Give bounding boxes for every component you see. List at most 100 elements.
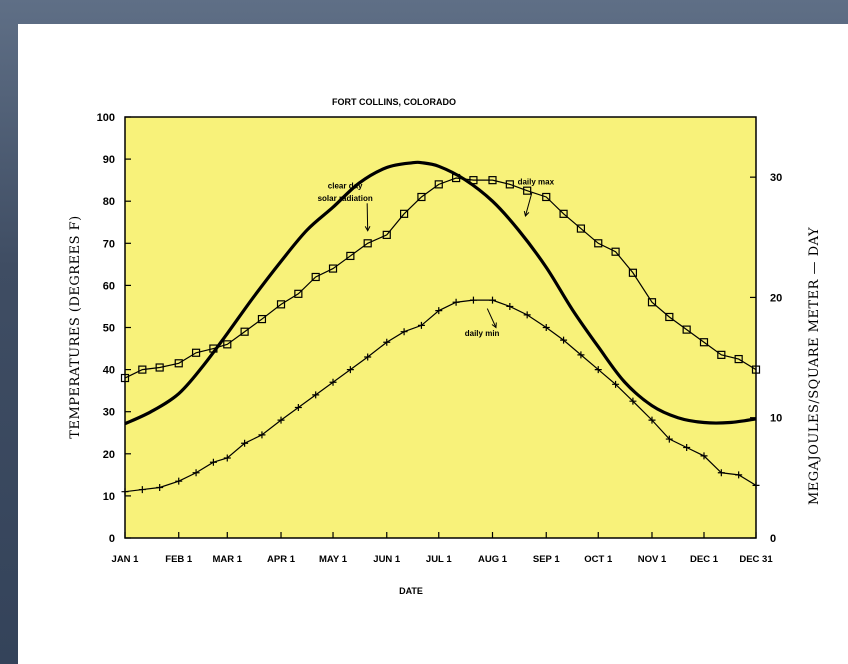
y-tick-label: 10 bbox=[103, 491, 115, 503]
daily-min-point bbox=[506, 302, 514, 310]
daily-max-point bbox=[417, 192, 426, 202]
daily-min-point bbox=[156, 483, 164, 491]
daily-min-point bbox=[648, 416, 656, 424]
y-axis-left: 0 10 20 30 40 50 60 70 80 90 100 bbox=[97, 112, 131, 545]
daily-max-point bbox=[276, 300, 286, 309]
x-tick-label: AUG 1 bbox=[478, 554, 508, 565]
annotation-arrow bbox=[524, 192, 533, 217]
annotation-daily-min: daily min bbox=[465, 329, 500, 338]
daily-max-point bbox=[155, 363, 164, 372]
daily-min-point bbox=[312, 391, 320, 399]
daily-min-point bbox=[489, 296, 497, 304]
y-tick-label: 90 bbox=[103, 154, 115, 166]
plot-area bbox=[124, 116, 757, 539]
daily-max-point bbox=[120, 373, 130, 383]
daily-min-point bbox=[752, 481, 760, 489]
daily-min-point bbox=[717, 469, 725, 477]
daily-min-point bbox=[735, 471, 743, 479]
y-tick-label: 80 bbox=[103, 196, 115, 208]
daily-max-point bbox=[223, 340, 232, 349]
x-tick-label: APR 1 bbox=[267, 554, 296, 565]
annotation-arrow bbox=[486, 308, 497, 328]
daily-min-point bbox=[138, 486, 146, 494]
y-axis-title: TEMPERATURES (DEGREES F) bbox=[68, 215, 83, 438]
daily-max-point bbox=[240, 327, 249, 336]
daily-max-point bbox=[647, 298, 657, 307]
annotation-daily-max: daily max bbox=[518, 177, 555, 186]
annotation-layer: clear day solar radiation daily max daily m… bbox=[318, 177, 555, 338]
y2-tick-label: 0 bbox=[770, 533, 776, 545]
slide: 0 10 20 30 40 50 60 70 80 90 100 0 10 20 30 JAN 1 FEB … bbox=[18, 24, 848, 664]
daily-min-point bbox=[400, 328, 408, 336]
x-tick-label: SEP 1 bbox=[533, 554, 560, 565]
x-tick-label: OCT 1 bbox=[584, 554, 613, 565]
x-axis-title: DATE bbox=[399, 586, 423, 596]
y-tick-label: 20 bbox=[103, 449, 115, 461]
daily-max-point bbox=[576, 224, 586, 233]
daily-min-point bbox=[277, 416, 285, 424]
daily-max-point bbox=[138, 365, 147, 374]
daily-max-point bbox=[751, 365, 761, 374]
daily-min-point bbox=[294, 403, 302, 411]
daily-min-point bbox=[523, 311, 531, 319]
daily-min-point bbox=[241, 439, 249, 447]
y-tick-label: 50 bbox=[103, 323, 115, 335]
daily-max-point bbox=[191, 348, 201, 357]
daily-max-point bbox=[328, 264, 338, 273]
y2-tick-label: 20 bbox=[770, 292, 782, 304]
daily-max-point bbox=[594, 239, 603, 248]
daily-min-point bbox=[435, 307, 443, 315]
daily-max-point bbox=[665, 312, 674, 322]
y-axis-right: 0 10 20 30 bbox=[750, 172, 782, 545]
daily-max-point bbox=[734, 354, 743, 364]
daily-min-point bbox=[192, 469, 200, 477]
daily-max-point bbox=[434, 180, 443, 189]
daily-max-point bbox=[382, 230, 391, 239]
daily-min-point bbox=[121, 488, 129, 496]
daily-min-point bbox=[209, 458, 217, 466]
y-tick-label: 70 bbox=[103, 238, 115, 250]
daily-max-point bbox=[559, 209, 568, 218]
daily-min-point bbox=[700, 452, 708, 460]
x-tick-label: MAR 1 bbox=[212, 554, 242, 565]
chart-title: FORT COLLINS, COLORADO bbox=[332, 97, 456, 107]
x-tick-label: JUN 1 bbox=[373, 554, 401, 565]
daily-min-point bbox=[665, 435, 673, 443]
y-tick-label: 30 bbox=[103, 407, 115, 419]
daily-max-point bbox=[399, 209, 409, 218]
x-tick-label: FEB 1 bbox=[165, 554, 193, 565]
daily-max-point bbox=[488, 176, 497, 185]
y2-tick-label: 30 bbox=[770, 172, 782, 184]
daily-min-point bbox=[683, 443, 691, 451]
y-tick-label: 60 bbox=[103, 280, 115, 292]
series-layer bbox=[120, 160, 761, 496]
daily-max-line bbox=[124, 177, 757, 379]
daily-min-point bbox=[364, 353, 372, 361]
daily-min-point bbox=[629, 397, 637, 405]
daily-max-point bbox=[294, 289, 303, 298]
x-axis: JAN 1 FEB 1 MAR 1 APR 1 MAY 1 JUN 1 JUL 1 AUG 1… bbox=[112, 532, 773, 565]
daily-max-point bbox=[311, 272, 320, 282]
daily-min-point bbox=[346, 366, 354, 374]
daily-min-point bbox=[175, 477, 183, 485]
x-tick-label: JUL 1 bbox=[426, 554, 452, 565]
daily-max-point bbox=[523, 186, 532, 195]
annotation-solar-radiation: solar radiation bbox=[318, 194, 373, 203]
clear-day-solar-radiation-line bbox=[124, 160, 757, 426]
daily-max-point bbox=[542, 192, 551, 202]
y2-axis-title: MEGAJOULES/SQUARE METER — DAY bbox=[807, 227, 822, 505]
x-tick-label: MAY 1 bbox=[319, 554, 348, 565]
daily-min-point bbox=[469, 296, 477, 304]
y-tick-label: 100 bbox=[97, 112, 115, 124]
annotation-arrowhead bbox=[364, 226, 371, 232]
daily-max-point bbox=[257, 314, 267, 324]
daily-min-point bbox=[223, 454, 231, 462]
daily-min-point bbox=[383, 338, 391, 346]
daily-max-point bbox=[717, 350, 726, 359]
daily-min-point bbox=[452, 298, 460, 306]
annotation-arrowhead bbox=[491, 322, 497, 329]
x-tick-label: JAN 1 bbox=[112, 554, 140, 565]
y-tick-label: 40 bbox=[103, 365, 115, 377]
annotation-arrow bbox=[366, 203, 369, 231]
daily-min-point bbox=[560, 336, 568, 344]
